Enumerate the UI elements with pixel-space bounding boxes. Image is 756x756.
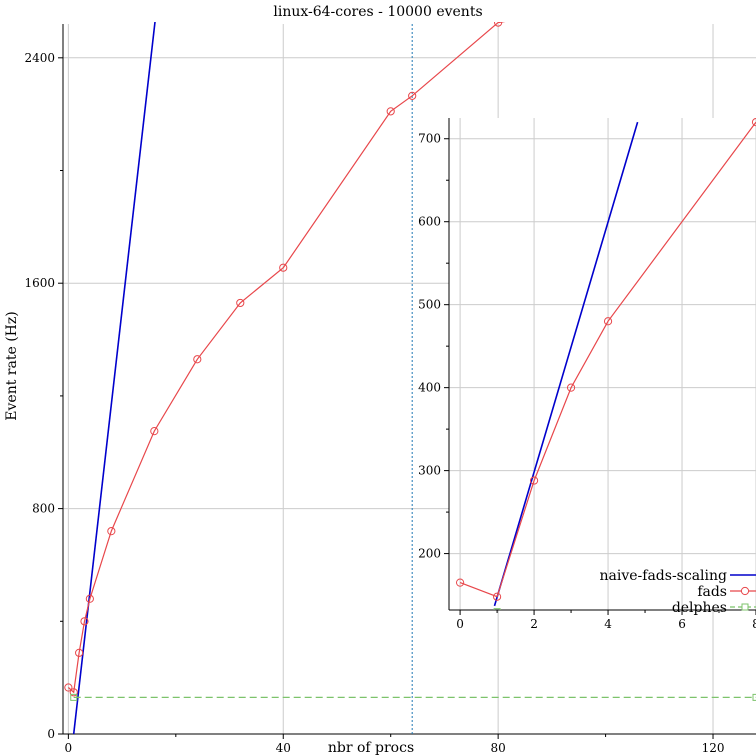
- main-point-fads: [193, 355, 202, 364]
- inset-y-tick-label: 200: [418, 547, 441, 561]
- main-y-tick-label: 800: [32, 502, 55, 516]
- main-point-fads: [236, 298, 245, 308]
- main-point-fads: [69, 688, 78, 697]
- main-y-tick-label: 0: [47, 727, 55, 741]
- inset-point-fads: [529, 476, 539, 485]
- main-y-tick-label: 1600: [24, 276, 55, 290]
- inset-y-tick-label: 400: [418, 381, 441, 395]
- legend-swatch-marker: [740, 586, 750, 596]
- main-point-delphes: [752, 693, 756, 701]
- inset-series-line-naive-fads-scaling: [493, 121, 639, 607]
- inset-x-tick-label: 4: [604, 617, 612, 631]
- main-point-fads: [150, 427, 159, 436]
- main-y-tick-label: 2400: [24, 51, 55, 65]
- main-point-fads: [752, 4, 756, 11]
- inset-x-tick-label: 2: [530, 617, 538, 631]
- main-x-tick-label: 0: [65, 741, 73, 755]
- legend-label: naive-fads-scaling: [600, 568, 728, 584]
- main-point-fads: [80, 617, 89, 626]
- inset-y-tick-label: 700: [418, 132, 441, 146]
- main-point-fads: [107, 527, 116, 536]
- inset-point-fads: [751, 118, 756, 127]
- inset-point-fads: [455, 578, 465, 587]
- inset-plot-area: 0 2 4 6 8 200 300 400 500 600 700: [418, 118, 756, 631]
- y-axis-label: Event rate (Hz): [4, 311, 20, 420]
- x-axis-label: nbr of procs: [328, 740, 414, 756]
- main-point-fads: [494, 22, 503, 27]
- inset-point-fads: [566, 383, 576, 392]
- inset-y-tick-label: 600: [418, 215, 441, 229]
- main-point-fads: [64, 683, 73, 692]
- legend-label: delphes: [672, 600, 727, 616]
- main-point-fads: [408, 91, 417, 100]
- inset-series-line-fads: [459, 121, 756, 598]
- main-x-tick-label: 40: [276, 741, 291, 755]
- inset-x-tick-label: 8: [752, 617, 756, 631]
- main-series-line-naive-fads-scaling: [72, 22, 156, 734]
- main-point-fads: [85, 594, 94, 603]
- main-series-group: [64, 4, 756, 734]
- main-x-tick-label: 80: [490, 741, 505, 755]
- main-series-line-fads: [67, 22, 506, 694]
- inset-point-fads: [492, 592, 502, 601]
- inset-y-tick-label: 500: [418, 298, 441, 312]
- main-point-delphes: [70, 693, 78, 701]
- inset-y-tick-label: 300: [418, 464, 441, 478]
- chart-title: linux-64-cores - 10000 events: [273, 4, 482, 20]
- inset-point-delphes: [493, 608, 501, 610]
- inset-x-tick-label: 6: [678, 617, 686, 631]
- legend-label: fads: [697, 584, 727, 600]
- inset-series-group: [455, 118, 756, 610]
- inset-plot-background: [449, 118, 756, 610]
- main-point-fads: [75, 648, 84, 657]
- main-point-fads: [580, 5, 587, 12]
- inset-point-fads: [603, 317, 613, 326]
- main-point-fads: [386, 107, 395, 116]
- legend-swatch-marker: [741, 603, 749, 611]
- main-point-fads: [279, 263, 288, 272]
- inset-x-tick-label: 0: [456, 617, 464, 631]
- main-x-tick-label: 120: [702, 741, 725, 755]
